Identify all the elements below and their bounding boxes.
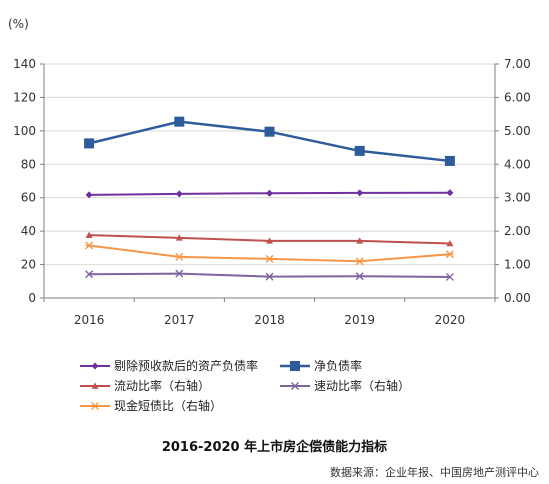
left-tick-label: 60 xyxy=(21,191,36,205)
series-3 xyxy=(85,269,454,281)
left-tick-label: 0 xyxy=(28,291,36,305)
series-0 xyxy=(85,189,454,199)
right-tick-label: 6.00 xyxy=(504,90,531,104)
data-source: 数据来源：企业年报、中国房地产测评中心 xyxy=(330,466,539,479)
data-point xyxy=(175,252,184,261)
data-point xyxy=(85,191,93,199)
data-point xyxy=(355,257,364,266)
right-tick-label: 1.00 xyxy=(504,258,531,272)
left-tick-label: 20 xyxy=(21,258,36,272)
data-point xyxy=(266,189,273,197)
legend-swatch xyxy=(80,401,110,410)
legend-label: 剔除预收款后的资产负债率 xyxy=(114,359,259,373)
series-4 xyxy=(85,241,454,266)
data-point xyxy=(85,241,94,250)
data-point xyxy=(355,272,364,281)
chart-title: 2016-2020 年上市房企偿债能力指标 xyxy=(161,440,388,455)
left-tick-label: 40 xyxy=(21,224,36,238)
data-point xyxy=(445,272,454,281)
x-tick-label: 2017 xyxy=(164,313,195,327)
x-tick-label: 2020 xyxy=(435,313,466,327)
data-point xyxy=(85,231,93,238)
data-point xyxy=(175,234,183,241)
data-point xyxy=(264,126,275,137)
data-point xyxy=(265,254,274,263)
data-point xyxy=(445,250,454,259)
data-point xyxy=(85,270,94,279)
legend-item: 流动比率（右轴） xyxy=(80,377,210,394)
x-tick-label: 2016 xyxy=(74,313,105,327)
data-point xyxy=(175,190,183,198)
right-tick-label: 5.00 xyxy=(504,124,531,138)
x-tick-label: 2018 xyxy=(254,313,285,327)
series-2 xyxy=(85,231,454,247)
legend-item: 现金短债比（右轴） xyxy=(80,397,222,414)
left-tick-label: 100 xyxy=(13,124,36,138)
right-axis-ticks: 0.00 1.00 2.00 3.00 4.00 5.00 6.00 7.00 xyxy=(495,57,531,305)
right-tick-label: 7.00 xyxy=(504,57,531,71)
legend-label: 现金短债比（右轴） xyxy=(114,399,223,413)
data-point xyxy=(266,237,273,244)
data-point xyxy=(356,189,364,197)
data-point xyxy=(446,240,454,247)
data-point xyxy=(174,116,185,127)
gridlines xyxy=(44,63,495,266)
right-tick-label: 3.00 xyxy=(504,191,531,205)
legend-swatch xyxy=(280,381,310,390)
data-point xyxy=(290,360,300,371)
data-point xyxy=(354,145,365,156)
data-point xyxy=(291,381,299,390)
left-tick-label: 80 xyxy=(21,157,36,171)
legend-swatch xyxy=(80,362,110,369)
left-tick-label: 120 xyxy=(13,90,36,104)
right-tick-label: 4.00 xyxy=(504,157,531,171)
data-point xyxy=(356,237,364,244)
line-chart: (%) 0 20 40 60 80 100 120 140 0.00 1.00 2.00 3.00 4… xyxy=(8,17,531,327)
data-point xyxy=(265,272,274,281)
right-tick-label: 0.00 xyxy=(504,291,531,305)
left-axis-unit: (%) xyxy=(8,17,29,31)
axes xyxy=(43,64,496,299)
x-tick-label: 2019 xyxy=(344,313,375,327)
right-tick-label: 2.00 xyxy=(504,224,531,238)
legend-label: 速动比率（右轴） xyxy=(314,379,411,393)
legend-label: 流动比率（右轴） xyxy=(114,379,211,393)
series-1 xyxy=(84,116,455,166)
data-point xyxy=(91,382,99,389)
left-axis-ticks: 0 20 40 60 80 100 120 140 xyxy=(13,57,44,305)
data-point xyxy=(446,189,454,197)
series-group xyxy=(84,116,455,281)
legend-swatch xyxy=(280,360,310,371)
data-point xyxy=(91,362,99,369)
data-point xyxy=(444,155,455,166)
data-point xyxy=(175,269,184,278)
data-point xyxy=(84,138,95,149)
legend-item: 净负债率 xyxy=(280,357,362,374)
legend-item: 速动比率（右轴） xyxy=(280,377,410,394)
data-point xyxy=(91,401,99,410)
legend-label: 净负债率 xyxy=(314,359,363,373)
legend-swatch xyxy=(80,382,110,389)
legend-item: 剔除预收款后的资产负债率 xyxy=(80,357,258,374)
left-tick-label: 140 xyxy=(13,57,36,71)
x-axis-ticks: 2016 2017 2018 2019 2020 xyxy=(43,298,496,327)
